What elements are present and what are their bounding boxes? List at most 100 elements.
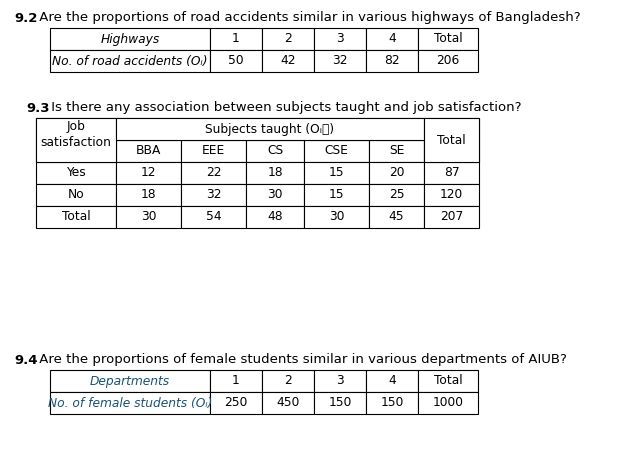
Text: 48: 48 xyxy=(267,211,283,224)
Bar xyxy=(116,118,181,140)
Bar xyxy=(369,184,424,206)
Text: 18: 18 xyxy=(141,188,156,202)
Text: Yes: Yes xyxy=(66,166,86,180)
Text: Total: Total xyxy=(434,32,462,46)
Text: 50: 50 xyxy=(228,55,244,68)
Bar xyxy=(246,162,304,184)
Bar xyxy=(369,162,424,184)
Text: 4: 4 xyxy=(388,32,396,46)
Bar xyxy=(36,162,116,184)
Text: Total: Total xyxy=(62,211,91,224)
Bar xyxy=(304,184,369,206)
Text: 45: 45 xyxy=(388,211,404,224)
Bar xyxy=(50,28,210,50)
Bar xyxy=(36,118,116,162)
Bar xyxy=(246,206,304,228)
Text: 250: 250 xyxy=(224,397,248,409)
Bar xyxy=(304,140,369,162)
Text: 15: 15 xyxy=(329,188,344,202)
Bar xyxy=(369,118,424,140)
Text: 42: 42 xyxy=(281,55,296,68)
Bar xyxy=(369,140,424,162)
Text: 30: 30 xyxy=(329,211,344,224)
Text: 30: 30 xyxy=(267,188,282,202)
Bar xyxy=(418,370,478,392)
Text: Total: Total xyxy=(437,133,466,147)
Bar xyxy=(246,184,304,206)
Bar xyxy=(210,392,262,414)
Bar xyxy=(116,140,181,162)
Text: Highways: Highways xyxy=(100,32,160,46)
Bar xyxy=(366,28,418,50)
Bar xyxy=(418,28,478,50)
Bar xyxy=(36,184,116,206)
Bar xyxy=(366,370,418,392)
Bar xyxy=(181,206,246,228)
Text: Is there any association between subjects taught and job satisfaction?: Is there any association between subject… xyxy=(47,102,521,115)
Text: Job: Job xyxy=(67,120,85,133)
Text: 1: 1 xyxy=(232,375,240,387)
Bar xyxy=(50,392,210,414)
Bar xyxy=(116,184,181,206)
Bar xyxy=(424,162,479,184)
Text: 22: 22 xyxy=(205,166,221,180)
Bar xyxy=(246,118,304,140)
Bar xyxy=(36,206,116,228)
Bar xyxy=(181,118,246,140)
Bar xyxy=(262,28,314,50)
Text: 32: 32 xyxy=(205,188,221,202)
Bar xyxy=(424,184,479,206)
Bar xyxy=(50,370,210,392)
Bar xyxy=(262,50,314,72)
Text: 87: 87 xyxy=(444,166,459,180)
Bar xyxy=(210,50,262,72)
Bar xyxy=(424,118,479,162)
Text: 18: 18 xyxy=(267,166,283,180)
Text: Total: Total xyxy=(434,375,462,387)
Text: 1: 1 xyxy=(232,32,240,46)
Text: No. of road accidents (Oᵢ): No. of road accidents (Oᵢ) xyxy=(52,55,208,68)
Text: 20: 20 xyxy=(389,166,404,180)
Text: 2: 2 xyxy=(284,32,292,46)
Text: 82: 82 xyxy=(384,55,400,68)
Bar xyxy=(366,392,418,414)
Bar xyxy=(314,392,366,414)
Text: 3: 3 xyxy=(336,375,344,387)
Text: Departments: Departments xyxy=(90,375,170,387)
Bar xyxy=(304,118,369,140)
Bar xyxy=(304,206,369,228)
Text: 15: 15 xyxy=(329,166,344,180)
Bar xyxy=(369,206,424,228)
Bar xyxy=(116,118,424,140)
Text: 12: 12 xyxy=(141,166,156,180)
Text: 9.2: 9.2 xyxy=(14,11,37,24)
Bar xyxy=(314,50,366,72)
Bar xyxy=(210,370,262,392)
Text: Are the proportions of road accidents similar in various highways of Bangladesh?: Are the proportions of road accidents si… xyxy=(35,11,580,24)
Bar xyxy=(181,184,246,206)
Bar xyxy=(418,392,478,414)
Text: SE: SE xyxy=(389,144,404,157)
Bar xyxy=(181,162,246,184)
Bar xyxy=(50,50,210,72)
Text: 207: 207 xyxy=(440,211,463,224)
Text: satisfaction: satisfaction xyxy=(40,136,112,149)
Bar xyxy=(262,370,314,392)
Bar xyxy=(366,50,418,72)
Bar xyxy=(246,140,304,162)
Text: 9.4: 9.4 xyxy=(14,353,37,367)
Text: 25: 25 xyxy=(388,188,404,202)
Text: 206: 206 xyxy=(437,55,460,68)
Bar xyxy=(304,162,369,184)
Bar xyxy=(424,140,479,162)
Text: CS: CS xyxy=(267,144,283,157)
Text: Subjects taught (OᵢⲊ): Subjects taught (OᵢⲊ) xyxy=(205,123,334,135)
Text: 1000: 1000 xyxy=(433,397,464,409)
Bar xyxy=(418,50,478,72)
Text: EEE: EEE xyxy=(202,144,225,157)
Bar xyxy=(314,370,366,392)
Bar xyxy=(116,162,181,184)
Text: 120: 120 xyxy=(440,188,463,202)
Text: 150: 150 xyxy=(328,397,352,409)
Text: 54: 54 xyxy=(205,211,221,224)
